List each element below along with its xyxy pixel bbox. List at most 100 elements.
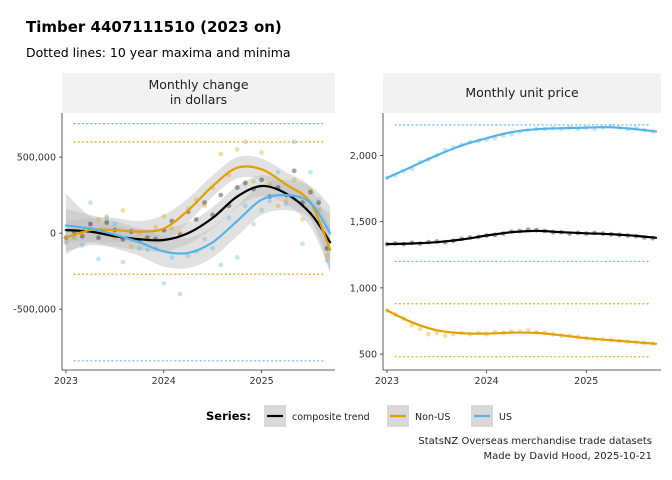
data-point-us [234,255,240,260]
panel-strip [383,73,661,113]
trend-line-us [385,126,658,179]
y-tick-label: 500,000 [17,153,56,164]
data-point-us [226,215,232,221]
data-point-us [96,256,101,262]
data-point-nonus [324,253,330,259]
data-point-nonus [259,150,264,155]
x-tick-label: 2025 [250,376,274,387]
data-point-nonus [417,326,423,332]
y-tick-label: 1,000 [350,283,377,294]
data-point-nonus [242,139,248,145]
data-point-nonus [128,244,134,250]
data-point-us [202,236,208,242]
panel-title-line2: in dollars [170,92,227,107]
author-caption: Made by David Hood, 2025-10-21 [483,451,652,462]
data-point-us [145,247,150,253]
data-point-us [267,198,273,204]
data-point-us [120,259,126,265]
data-point-us [275,169,281,175]
data-point-composite [234,185,240,190]
data-point-us [242,203,248,209]
chart-title: Timber 4407111510 (2023 on) [26,18,282,36]
trend-line-nonus [385,309,658,345]
data-point-nonus [177,230,183,236]
data-point-us [104,215,110,221]
y-tick-label: 500 [359,350,377,361]
chart-subtitle: Dotted lines: 10 year maxima and minima [26,45,291,60]
data-point-nonus [300,217,305,222]
data-point-nonus [153,224,159,230]
panel-title: Monthly unit price [465,85,579,100]
data-point-composite [96,235,101,241]
trend-line-nonus [64,165,332,251]
data-point-nonus [291,177,297,183]
data-point-us [136,245,142,251]
source-caption: StatsNZ Overseas merchandise trade datas… [418,436,652,447]
confidence-band-us [65,179,331,269]
data-point-nonus [434,330,440,336]
data-point-us [63,239,69,245]
y-tick-label: 2,000 [350,151,377,162]
data-point-us [185,253,191,259]
data-point-composite [218,192,224,198]
data-point-nonus [234,147,240,152]
x-tick-label: 2023 [375,376,399,387]
legend-title: Series: [206,409,251,423]
data-point-us [316,197,322,203]
data-point-us [259,207,264,213]
data-point-nonus [251,179,256,184]
data-point-nonus [71,235,77,241]
data-point-nonus [120,207,126,213]
data-point-us [210,245,216,251]
data-point-composite [79,233,85,239]
legend-label-2: US [499,412,512,423]
panel-title: Monthly change [148,77,248,92]
data-point-nonus [63,239,69,245]
data-point-us [112,221,118,227]
legend-label-1: Non-US [415,412,450,423]
data-point-nonus [525,327,531,333]
x-tick-label: 2024 [475,376,499,387]
data-point-nonus [202,203,208,209]
data-point-composite [291,168,297,174]
data-point-nonus [218,151,224,157]
legend-label-0: composite trend [292,412,370,423]
data-point-composite [316,200,322,206]
data-point-us [177,291,183,297]
data-point-nonus [161,214,167,219]
data-point-composite [259,177,264,183]
data-point-nonus [169,226,175,232]
data-point-composite [242,180,248,186]
x-tick-label: 2024 [152,376,176,387]
trend-line-composite [385,229,658,246]
confidence-band-composite [65,175,331,272]
data-point-us [308,169,313,175]
y-tick-label: 0 [50,229,56,240]
panel-strip [62,73,335,113]
data-point-us [218,262,224,268]
data-point-composite [193,217,199,222]
data-point-us [79,242,85,248]
data-point-composite [308,189,313,195]
data-point-composite [202,200,208,206]
data-point-us [161,280,167,286]
legend: Series: composite trend Non-US US [206,405,512,427]
data-point-nonus [442,333,448,338]
data-point-nonus [96,217,101,222]
data-point-us [283,201,289,207]
data-point-nonus [283,198,289,204]
y-tick-label: 1,500 [350,217,377,228]
data-point-us [251,221,256,227]
data-point-nonus [104,214,110,219]
data-point-nonus [308,188,313,194]
panel-2: Monthly unit price 500 1,000 1,500 2,000 2023… [350,73,661,387]
data-point-us [324,258,330,263]
data-point-nonus [426,331,431,337]
y-tick-label: -500,000 [13,305,56,316]
data-point-us [291,139,297,145]
x-tick-label: 2023 [54,376,78,387]
data-point-us [169,255,175,260]
trend-line-us [64,193,332,255]
